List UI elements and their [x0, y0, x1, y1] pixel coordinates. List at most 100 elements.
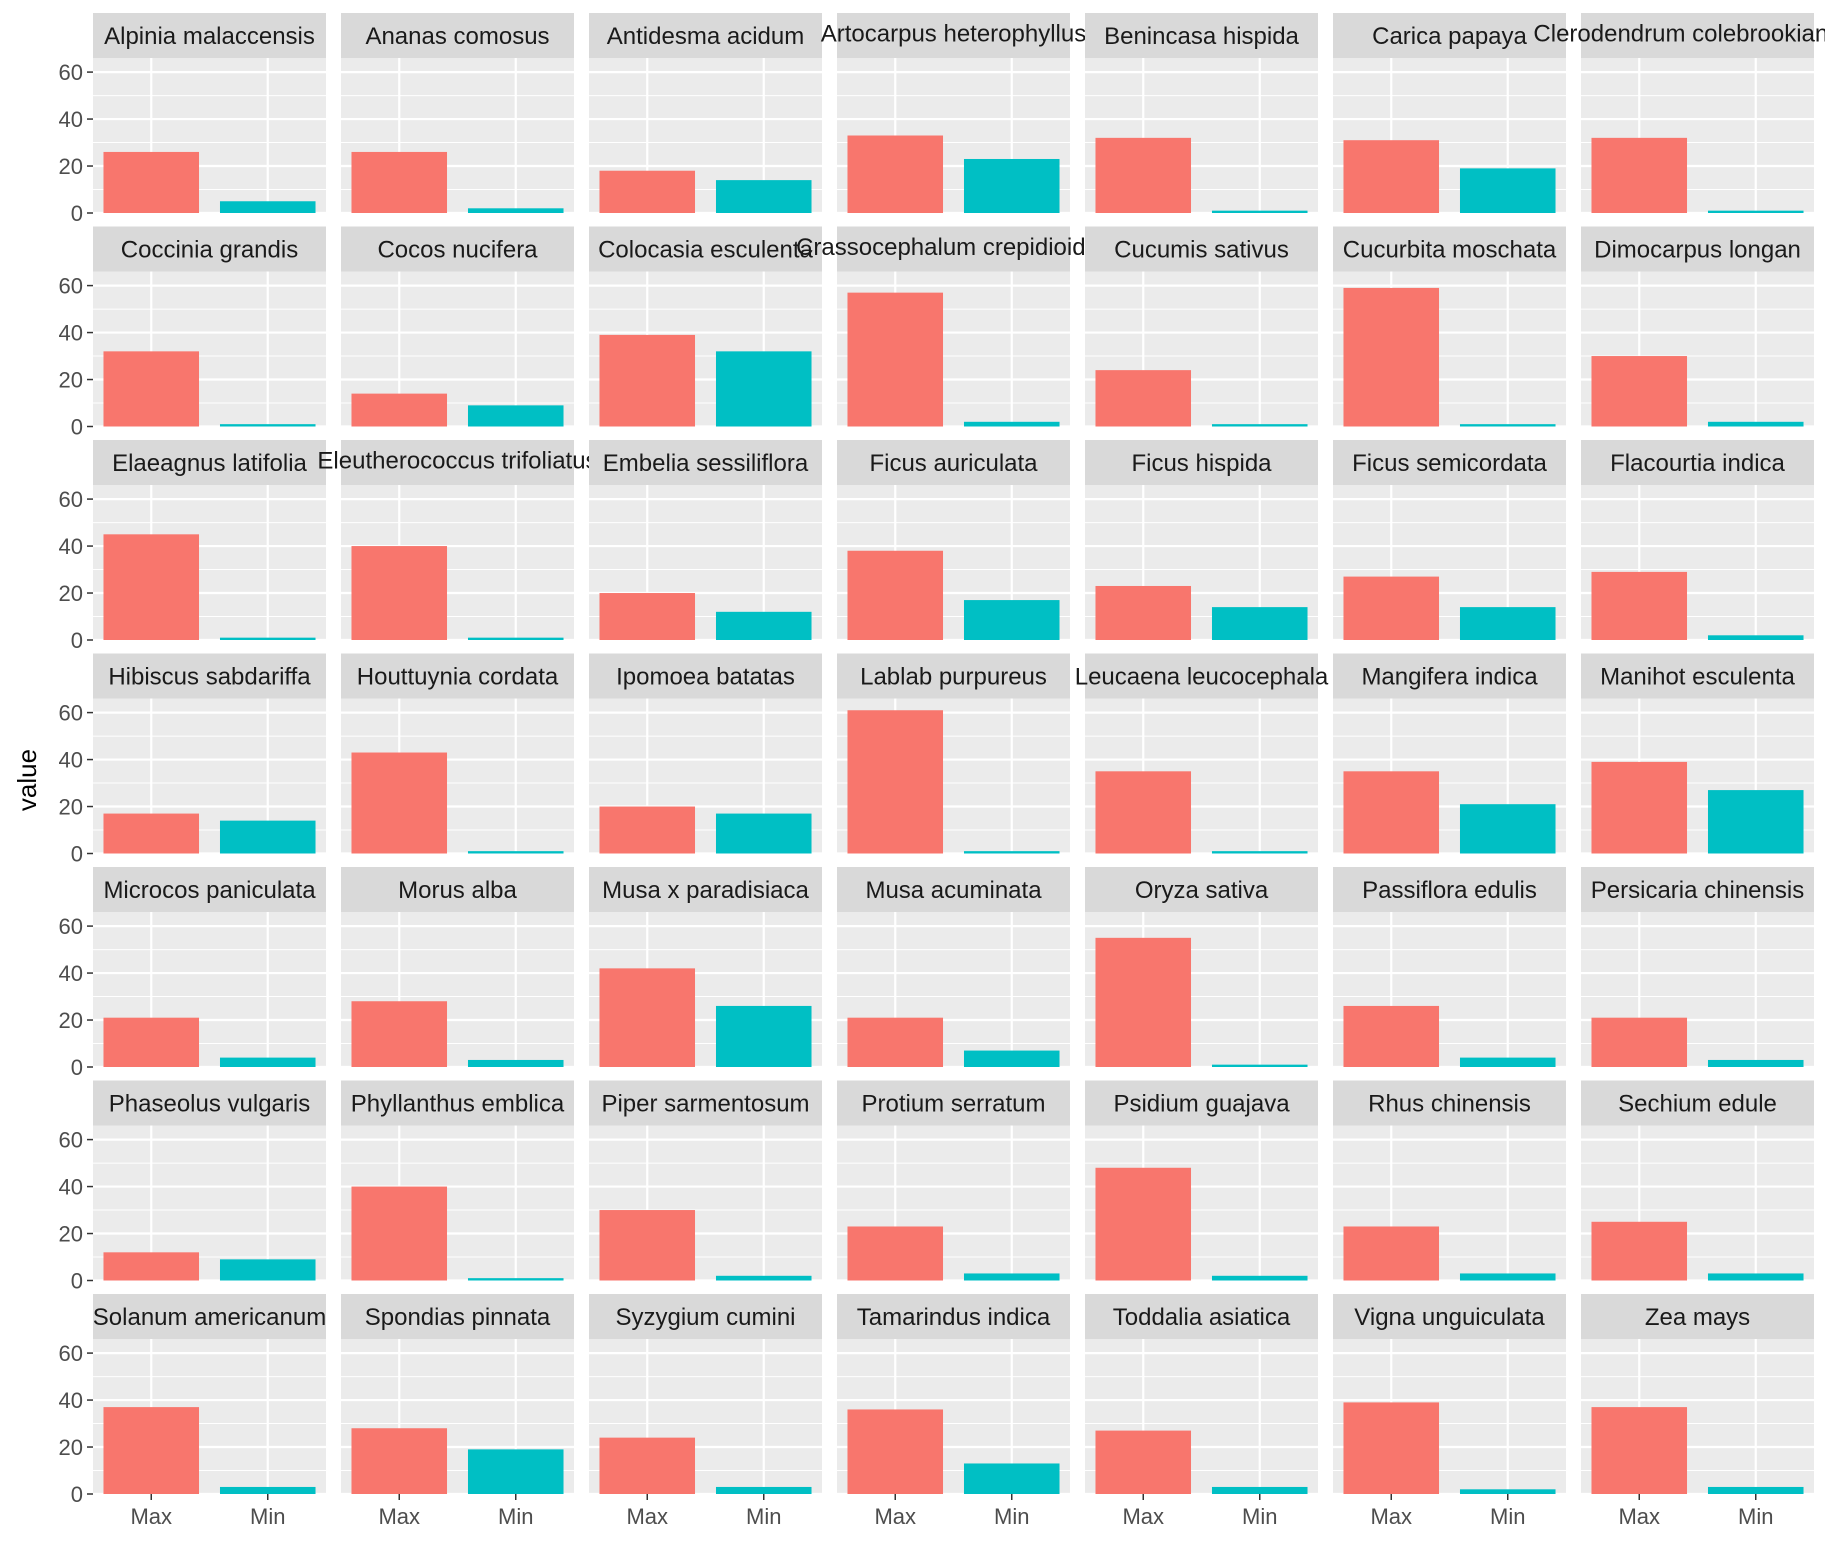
- facet-zea-mays: Zea mays Max Min: [1581, 1294, 1814, 1529]
- bar-max: [103, 1252, 200, 1281]
- facet-title: Cucumis sativus: [1114, 237, 1289, 264]
- facet-strip: [589, 653, 822, 699]
- facet-strip: [93, 13, 326, 58]
- bar-min: [1459, 1057, 1556, 1067]
- bar-min: [1211, 424, 1308, 427]
- facet-strip: [1581, 867, 1814, 912]
- facet-flacourtia-indica: Flacourtia indica: [1581, 440, 1814, 642]
- facet-strip: [93, 1294, 326, 1339]
- facet-strip: [837, 440, 1070, 485]
- facet-coccinia-grandis: Coccinia grandis 0 20 40 60: [59, 226, 326, 440]
- facet-grid: Alpinia malaccensis 0 20 40 60 Ananas comosus…: [59, 13, 1825, 1529]
- bar-min: [1211, 210, 1308, 213]
- bar-max: [599, 806, 696, 854]
- facet-title: Phyllanthus emblica: [351, 1091, 565, 1118]
- facet-title: Tamarindus indica: [857, 1304, 1051, 1331]
- bar-max: [847, 710, 944, 854]
- facet-strip: [1581, 226, 1814, 272]
- bar-max: [599, 334, 696, 427]
- bar-max: [599, 1437, 696, 1494]
- facet-title: Sechium edule: [1618, 1091, 1777, 1118]
- facet-cocos-nucifera: Cocos nucifera: [341, 226, 574, 428]
- facet-strip: [93, 440, 326, 485]
- bar-max: [847, 1409, 944, 1494]
- y-tick-label: 40: [59, 321, 83, 346]
- facet-title: Ficus hispida: [1131, 450, 1272, 477]
- facet-strip: [1085, 440, 1318, 485]
- facet-title: Clerodendrum colebrookianum: [1533, 20, 1825, 47]
- y-tick-label: 0: [71, 201, 83, 226]
- y-tick-label: 40: [59, 534, 83, 559]
- facet-strip: [341, 653, 574, 699]
- facet-lablab-purpureus: Lablab purpureus: [837, 653, 1070, 855]
- facet-strip: [1333, 1294, 1566, 1339]
- bar-min: [1707, 1273, 1804, 1281]
- facet-strip: [1085, 653, 1318, 699]
- facet-cucurbita-moschata: Cucurbita moschata: [1333, 226, 1566, 428]
- facet-title: Eleutherococcus trifoliatus: [317, 447, 597, 474]
- y-tick-label: 20: [59, 795, 83, 820]
- bar-max: [351, 393, 448, 427]
- facet-protium-serratum: Protium serratum: [837, 1080, 1070, 1282]
- bar-min: [715, 611, 812, 640]
- facet-strip: [837, 226, 1070, 272]
- bar-max: [1095, 771, 1192, 854]
- facet-ficus-auriculata: Ficus auriculata: [837, 440, 1070, 642]
- bar-min: [715, 813, 812, 854]
- bar-min: [1459, 1489, 1556, 1494]
- facet-clerodendrum-colebrookianum: Clerodendrum colebrookianum: [1533, 13, 1825, 215]
- facet-title: Elaeagnus latifolia: [112, 450, 307, 477]
- x-tick-label: Min: [746, 1504, 781, 1529]
- bar-max: [1343, 140, 1440, 213]
- bar-min: [1707, 635, 1804, 640]
- facet-strip: [93, 226, 326, 272]
- facet-strip: [1085, 1294, 1318, 1339]
- facet-strip: [341, 1294, 574, 1339]
- facet-microcos-paniculata: Microcos paniculata 0 20 40 60: [59, 867, 326, 1080]
- facet-title: Cocos nucifera: [377, 237, 538, 264]
- bar-max: [1095, 1167, 1192, 1281]
- bar-max: [599, 1210, 696, 1281]
- facet-title: Flacourtia indica: [1610, 450, 1785, 477]
- bar-min: [219, 1486, 316, 1494]
- y-tick-label: 0: [71, 1269, 83, 1294]
- bar-max: [1591, 137, 1688, 213]
- bar-min: [1707, 421, 1804, 427]
- bar-min: [219, 820, 316, 854]
- x-tick-label: Min: [498, 1504, 533, 1529]
- facet-strip: [837, 13, 1070, 58]
- x-tick-label: Min: [1490, 1504, 1525, 1529]
- bar-min: [219, 1259, 316, 1281]
- facet-ficus-hispida: Ficus hispida: [1085, 440, 1318, 642]
- bar-max: [1591, 1017, 1688, 1067]
- facet-strip: [1581, 1294, 1814, 1339]
- bar-min: [219, 201, 316, 213]
- bar-max: [1591, 1407, 1688, 1494]
- facet-title: Persicaria chinensis: [1591, 877, 1804, 904]
- bar-max: [103, 151, 200, 213]
- bar-max: [1591, 1221, 1688, 1281]
- bar-min: [715, 180, 812, 213]
- facet-title: Hibiscus sabdariffa: [108, 664, 311, 691]
- facet-title: Houttuynia cordata: [357, 664, 559, 691]
- facet-hibiscus-sabdariffa: Hibiscus sabdariffa 0 20 40 60: [59, 653, 326, 867]
- bar-min: [219, 1057, 316, 1067]
- facet-ipomoea-batatas: Ipomoea batatas: [589, 653, 822, 855]
- facet-strip: [837, 1080, 1070, 1126]
- facet-title: Artocarpus heterophyllus: [821, 20, 1086, 47]
- facet-title: Passiflora edulis: [1362, 877, 1537, 904]
- facet-strip: [1085, 867, 1318, 912]
- bar-max: [351, 752, 448, 854]
- facet-strip: [1085, 13, 1318, 58]
- facet-elaeagnus-latifolia: Elaeagnus latifolia 0 20 40 60: [59, 440, 326, 653]
- facet-strip: [93, 653, 326, 699]
- facet-strip: [1333, 867, 1566, 912]
- facet-title: Benincasa hispida: [1104, 23, 1299, 50]
- facet-mangifera-indica: Mangifera indica: [1333, 653, 1566, 855]
- facet-strip: [341, 1080, 574, 1126]
- facet-strip: [1085, 226, 1318, 272]
- bar-min: [1459, 168, 1556, 213]
- facet-syzygium-cumini: Syzygium cumini Max Min: [589, 1294, 822, 1529]
- facet-alpinia-malaccensis: Alpinia malaccensis 0 20 40 60: [59, 13, 326, 226]
- facet-musa-acuminata: Musa acuminata: [837, 867, 1070, 1069]
